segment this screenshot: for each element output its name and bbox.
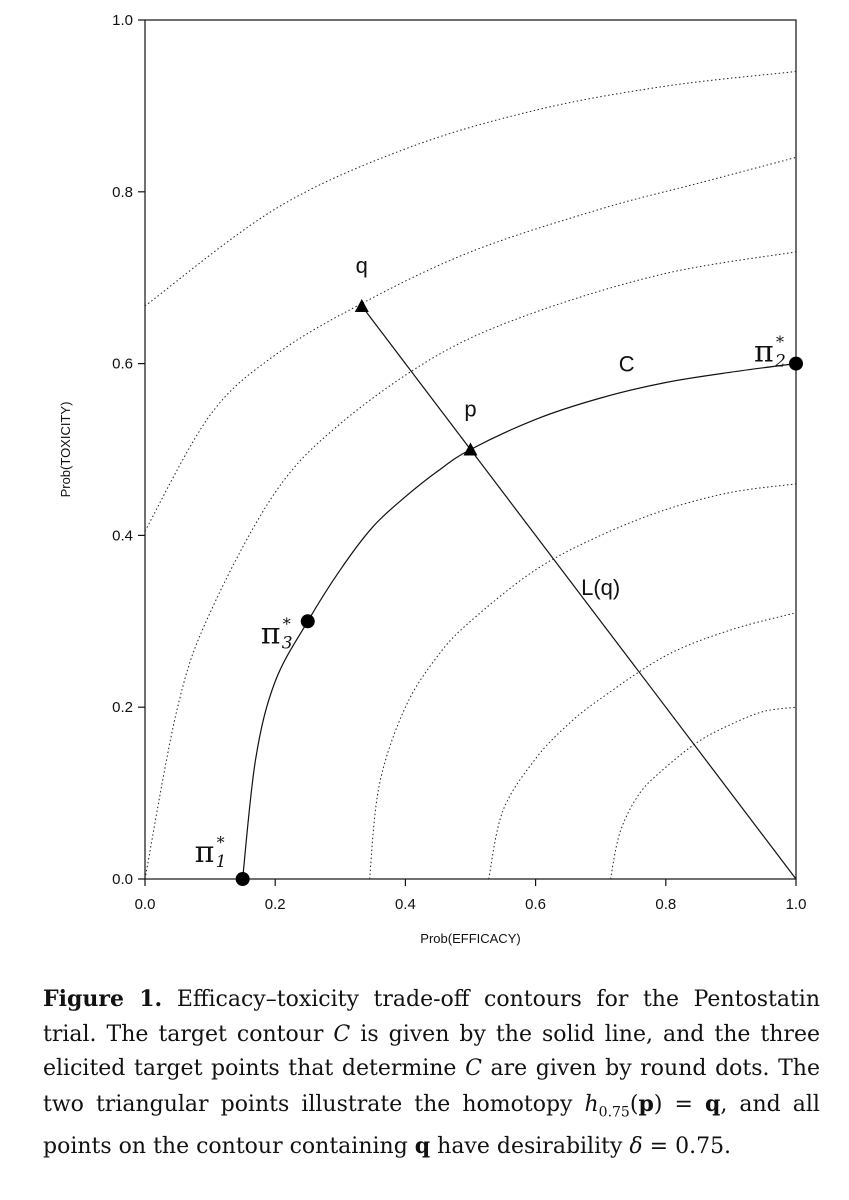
data-points (235, 299, 803, 886)
target-point-sup: * (283, 614, 291, 633)
y-tick-label: 0.0 (112, 871, 133, 888)
target-point-label: π (261, 616, 281, 651)
y-tick-label: 0.6 (112, 356, 133, 373)
target-point-label: π (195, 835, 215, 870)
caption-text-3: are given by round dots. The two triangu… (43, 1056, 820, 1117)
triangle-label: q (356, 253, 368, 278)
caption-paren-close: ) = (653, 1091, 705, 1117)
x-tick-label: 0.2 (265, 896, 286, 913)
triangle-label: p (464, 397, 476, 422)
target-point-dot (300, 614, 315, 629)
annotation-lq: L(q) (581, 575, 620, 600)
caption-text-8: = 0.75. (642, 1134, 732, 1160)
caption-q-2: q (414, 1133, 431, 1160)
dotted-contour (144, 251, 797, 880)
y-tick-label: 1.0 (112, 12, 133, 29)
x-tick-label: 0.6 (525, 896, 546, 913)
y-tick-label: 0.2 (112, 699, 133, 716)
target-point-dot (235, 872, 250, 886)
dotted-contour (369, 483, 797, 880)
target-point-sub: 2 (774, 352, 786, 372)
target-point-sub: 3 (282, 633, 293, 653)
target-point-sub: 1 (216, 852, 227, 872)
target-point-sup: * (217, 833, 225, 852)
x-tick-label: 0.8 (655, 896, 676, 913)
caption-homotopy-h: h (584, 1091, 599, 1117)
x-tick-label: 1.0 (786, 896, 807, 913)
pi-symbol: π (754, 335, 774, 370)
dotted-contour (144, 156, 797, 532)
triangle-point (463, 442, 478, 456)
y-axis-label: Prob(TOXICITY) (58, 402, 73, 498)
caption-p: p (638, 1090, 654, 1117)
pi-symbol: π (261, 616, 281, 651)
caption-contour-symbol-2: C (465, 1056, 482, 1081)
line-Lq (361, 305, 797, 880)
target-contour-line (242, 363, 797, 880)
efficacy-toxicity-chart: 0.0 0.2 0.4 0.6 0.8 1.0 0.0 0.2 0.4 0.6 0.8 1.0 Prob… (58, 12, 806, 946)
caption-q-1: q (704, 1090, 721, 1117)
y-tick-label: 0.4 (112, 527, 133, 544)
target-point-label: π (754, 335, 774, 370)
pi-symbol: π (195, 835, 215, 870)
caption-delta: δ (629, 1134, 643, 1160)
caption-label: Figure 1. (43, 986, 163, 1012)
caption-contour-symbol-1: C (333, 1021, 351, 1047)
x-axis-label: Prob(EFFICACY) (420, 931, 520, 946)
plot-border (144, 19, 797, 880)
dotted-contours (144, 71, 797, 880)
y-tick-label: 0.8 (112, 184, 133, 201)
caption-paren-open: ( (629, 1091, 639, 1117)
caption-text-2: is given by the solid line, and the thre… (43, 1021, 820, 1082)
target-contour (242, 363, 797, 880)
dotted-contour (144, 71, 797, 307)
x-tick-label: 0.4 (395, 896, 416, 913)
dotted-contour (488, 612, 797, 880)
annotations: qpπ *1π *3π *2CL(q) (195, 253, 786, 872)
caption-text-7: have desirability (430, 1134, 630, 1160)
triangle-point (354, 299, 369, 313)
caption-text-1: Efficacy–toxicity trade-off contours for… (43, 987, 820, 1047)
x-tick-label: 0.0 (135, 896, 156, 913)
caption-text-6: , and all points on the contour containi… (43, 1091, 820, 1160)
caption-homotopy-sub: 0.75 (598, 1103, 630, 1120)
dotted-contour (610, 706, 797, 880)
figure-caption: Figure 1. Efficacy–toxicity trade-off co… (43, 982, 820, 1165)
plot-frame (144, 19, 797, 880)
line-Lq-segment (361, 305, 797, 880)
target-point-dot (789, 356, 803, 371)
target-point-sup: * (776, 333, 784, 352)
annotation-c: C (619, 352, 635, 377)
axis-ticks: 0.0 0.2 0.4 0.6 0.8 1.0 0.0 0.2 0.4 0.6 0.8 1.0 Prob… (58, 12, 806, 946)
